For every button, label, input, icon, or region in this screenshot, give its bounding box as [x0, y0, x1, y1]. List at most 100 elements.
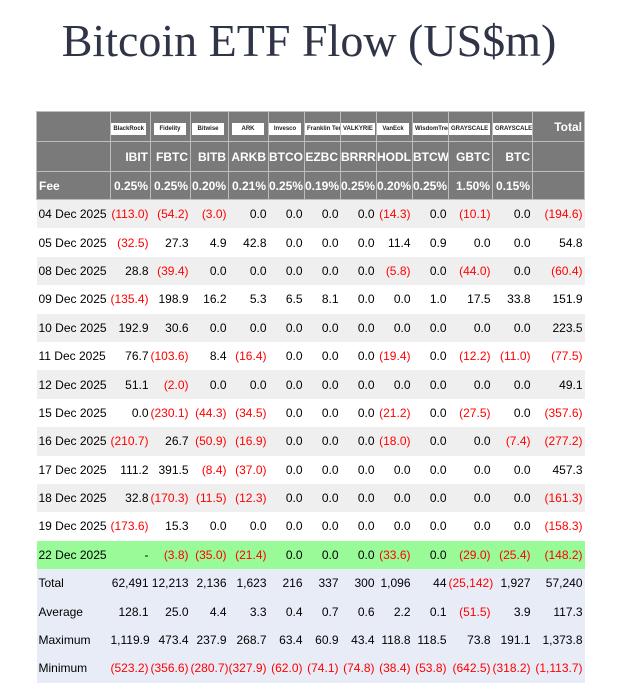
- issuer-logo: Invesco: [269, 122, 301, 135]
- flow-cell: 0.0: [268, 483, 305, 513]
- issuer-cell: Bitwise: [190, 111, 229, 142]
- flow-cell: 0.0: [412, 398, 449, 428]
- flow-cell: 0.0: [412, 427, 449, 456]
- flow-cell: 0.0: [228, 370, 269, 399]
- fee-cell: 0.25%: [150, 171, 191, 200]
- flow-cell: 0.0: [340, 228, 377, 257]
- summary-label: Maximum: [36, 625, 111, 655]
- table-row: 16 Dec 2025 (210.7) 26.7 (50.9) (16.9) 0.0 0.0…: [36, 427, 585, 456]
- summary-cell: (74.1): [304, 654, 341, 683]
- flow-cell: 0.0: [376, 512, 413, 541]
- flow-cell: 457.3: [532, 455, 585, 484]
- flow-cell: (5.8): [376, 256, 413, 286]
- flow-cell: 0.0: [304, 370, 341, 399]
- flow-cell: (44.0): [448, 256, 493, 286]
- flow-cell: 0.0: [412, 341, 449, 371]
- flow-cell: 0.0: [340, 455, 377, 484]
- fee-cell: 0.21%: [228, 171, 269, 200]
- table-row: 18 Dec 2025 32.8 (170.3) (11.5) (12.3) 0.0 0.0…: [36, 483, 585, 513]
- etf-flow-table: BlackRock Fidelity Bitwise ARK Invesco Frankl…: [36, 111, 585, 683]
- flow-cell: (12.3): [228, 483, 269, 513]
- flow-cell: (161.3): [532, 483, 585, 513]
- flow-cell: 0.0: [268, 199, 305, 229]
- blank-cell: [532, 171, 585, 200]
- flow-cell: 0.0: [268, 398, 305, 428]
- summary-label: Average: [36, 597, 111, 626]
- flow-cell: 0.0: [376, 370, 413, 399]
- flow-cell: 15.3: [150, 512, 191, 541]
- flow-cell: (11.0): [492, 341, 533, 371]
- flow-cell: (3.0): [190, 199, 229, 229]
- flow-cell: 5.3: [228, 285, 269, 314]
- flow-cell: 0.0: [448, 483, 493, 513]
- date-cell: 08 Dec 2025: [36, 256, 111, 286]
- summary-cell: 1,373.8: [532, 625, 585, 655]
- flow-cell: 0.0: [304, 455, 341, 484]
- flow-cell: -: [110, 540, 151, 570]
- flow-cell: (54.2): [150, 199, 191, 229]
- flow-cell: (50.9): [190, 427, 229, 456]
- flow-cell: (2.0): [150, 370, 191, 399]
- summary-cell: 4.4: [190, 597, 229, 626]
- summary-cell: (523.2): [110, 654, 151, 683]
- date-cell: 10 Dec 2025: [36, 313, 111, 342]
- flow-cell: (3.8): [150, 540, 191, 570]
- summary-cell: (25,142): [448, 569, 493, 598]
- flow-cell: 111.2: [110, 455, 151, 484]
- ticker-header: GBTC: [448, 141, 493, 172]
- flow-cell: 0.0: [304, 512, 341, 541]
- flow-cell: (173.6): [110, 512, 151, 541]
- flow-cell: 26.7: [150, 427, 191, 456]
- flow-cell: 0.0: [304, 540, 341, 570]
- flow-cell: 0.0: [492, 313, 533, 342]
- summary-cell: (318.2): [492, 654, 533, 683]
- ticker-header: BTC: [492, 141, 533, 172]
- summary-cell: 43.4: [340, 625, 377, 655]
- fee-cell: 0.20%: [190, 171, 229, 200]
- flow-cell: 0.0: [228, 512, 269, 541]
- flow-cell: 0.0: [190, 256, 229, 286]
- flow-cell: 28.8: [110, 256, 151, 286]
- flow-cell: (21.2): [376, 398, 413, 428]
- flow-cell: (113.0): [110, 199, 151, 229]
- summary-label: Minimum: [36, 654, 111, 683]
- flow-cell: 0.0: [190, 313, 229, 342]
- flow-cell: 0.0: [448, 455, 493, 484]
- summary-cell: 300: [340, 569, 377, 598]
- flow-cell: (170.3): [150, 483, 191, 513]
- summary-cell: 12,213: [150, 569, 191, 598]
- issuer-cell: VALKYRIE: [340, 111, 377, 142]
- summary-cell: (51.5): [448, 597, 493, 626]
- flow-cell: 0.0: [268, 512, 305, 541]
- date-cell: 19 Dec 2025: [36, 512, 111, 541]
- summary-cell: 1,096: [376, 569, 413, 598]
- fee-cell: 0.25%: [412, 171, 449, 200]
- summary-cell: 117.3: [532, 597, 585, 626]
- summary-cell: (62.0): [268, 654, 305, 683]
- flow-cell: 0.0: [492, 512, 533, 541]
- flow-cell: 0.0: [304, 427, 341, 456]
- flow-cell: (277.2): [532, 427, 585, 456]
- issuer-logo: Franklin Templeton: [305, 122, 340, 135]
- flow-cell: (158.3): [532, 512, 585, 541]
- issuer-cell: GRAYSCALE: [448, 111, 493, 142]
- table-row: 15 Dec 2025 0.0 (230.1) (44.3) (34.5) 0.0 0.0 0…: [36, 398, 585, 428]
- flow-cell: 0.0: [448, 370, 493, 399]
- flow-cell: (34.5): [228, 398, 269, 428]
- flow-cell: (148.2): [532, 540, 585, 570]
- flow-cell: 0.0: [412, 370, 449, 399]
- flow-cell: 0.0: [412, 256, 449, 286]
- flow-cell: 17.5: [448, 285, 493, 314]
- date-cell: 22 Dec 2025: [36, 540, 111, 570]
- summary-cell: 0.6: [340, 597, 377, 626]
- flow-cell: (8.4): [190, 455, 229, 484]
- summary-cell: (1,113.7): [532, 654, 585, 683]
- flow-cell: 391.5: [150, 455, 191, 484]
- summary-cell: 118.8: [376, 625, 413, 655]
- flow-cell: 192.9: [110, 313, 151, 342]
- total-header: Total: [532, 111, 585, 142]
- flow-cell: (7.4): [492, 427, 533, 456]
- fee-cell: 0.25%: [340, 171, 377, 200]
- flow-cell: 0.0: [340, 398, 377, 428]
- date-cell: 15 Dec 2025: [36, 398, 111, 428]
